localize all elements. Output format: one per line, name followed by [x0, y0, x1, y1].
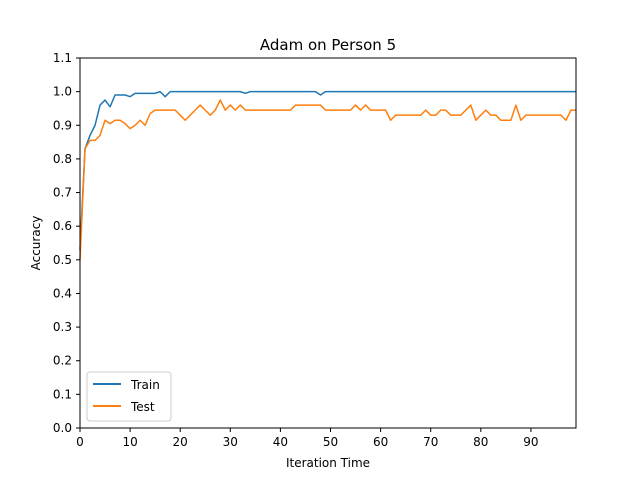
plot-series	[79, 90, 576, 260]
y-tick-label: 0.2	[53, 354, 72, 368]
x-tick-label: 80	[473, 435, 488, 449]
x-tick-label: 30	[223, 435, 238, 449]
legend-label-train: Train	[130, 378, 160, 392]
x-tick-label: 60	[373, 435, 388, 449]
y-tick-label: 0.3	[53, 320, 72, 334]
x-tick-label: 70	[423, 435, 438, 449]
chart-title: Adam on Person 5	[260, 36, 396, 54]
legend-label-test: Test	[130, 400, 155, 414]
x-tick-label: 40	[273, 435, 288, 449]
y-tick-label: 0.8	[53, 152, 72, 166]
x-axis-ticks: 0 10 20 30 40 50 60 70 80 90	[76, 428, 539, 449]
y-tick-label: 0.7	[53, 186, 72, 200]
y-tick-label: 0.9	[53, 118, 72, 132]
y-tick-label: 0.4	[53, 286, 72, 300]
x-tick-label: 20	[173, 435, 188, 449]
y-tick-label: 0.6	[53, 219, 72, 233]
legend: Train Test	[86, 371, 172, 422]
y-tick-label: 1.1	[53, 51, 72, 65]
y-tick-label: 1.0	[53, 85, 72, 99]
series-line-test	[79, 99, 576, 260]
x-tick-label: 10	[122, 435, 137, 449]
y-tick-label: 0.5	[53, 253, 72, 267]
y-axis-ticks: 0.0 0.1 0.2 0.3 0.4 0.5 0.6 0.7 0.8 0.9 1.0 1.1	[53, 51, 80, 435]
y-axis-label: Accuracy	[29, 216, 43, 271]
y-tick-label: 0.0	[53, 421, 72, 435]
x-tick-label: 0	[76, 435, 84, 449]
x-tick-label: 50	[323, 435, 338, 449]
x-axis-label: Iteration Time	[286, 456, 370, 470]
series-line-train	[79, 90, 576, 250]
plot-area-frame	[79, 57, 577, 429]
x-tick-label: 90	[523, 435, 538, 449]
y-tick-label: 0.1	[53, 387, 72, 401]
